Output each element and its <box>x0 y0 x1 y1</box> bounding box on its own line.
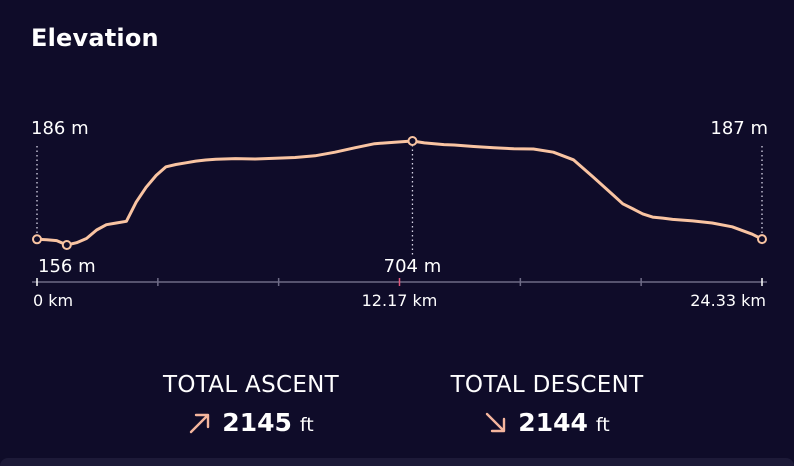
end-marker <box>757 234 767 245</box>
total-descent-value: 2144 <box>518 408 588 437</box>
total-ascent-unit: ft <box>299 414 314 436</box>
total-descent-value-row: 2144 ft <box>407 408 687 437</box>
min-elevation-label: 156 m <box>38 256 96 277</box>
elevation-line <box>35 139 764 247</box>
x-tick-label: 12.17 km <box>362 291 438 310</box>
elevation-series <box>35 139 764 247</box>
max-marker <box>407 136 418 146</box>
total-ascent-value-row: 2145 ft <box>111 408 391 437</box>
elevation-chart: 0 km 12.17 km 24.33 km 186 m 187 m 156 m 704 … <box>31 118 768 310</box>
total-descent-label: TOTAL DESCENT <box>450 372 644 398</box>
bottom-sheet-edge <box>0 458 794 466</box>
point-markers <box>32 136 767 250</box>
total-descent-unit: ft <box>595 414 610 436</box>
total-ascent-value: 2145 <box>222 408 292 437</box>
start-elevation-label: 186 m <box>31 118 89 139</box>
total-descent-stat: TOTAL DESCENT 2144 ft <box>407 372 687 437</box>
min-marker <box>61 240 72 250</box>
x-tick-label: 24.33 km <box>690 291 766 310</box>
page-title: Elevation <box>31 24 159 52</box>
arrow-up-right-icon <box>190 413 210 433</box>
total-ascent-stat: TOTAL ASCENT 2145 ft <box>111 372 391 437</box>
start-marker <box>32 234 42 245</box>
max-elevation-label: 704 m <box>384 256 442 277</box>
total-ascent-label: TOTAL ASCENT <box>162 372 340 398</box>
x-tick-label: 0 km <box>33 291 73 310</box>
guide-lines <box>36 145 763 255</box>
chart-labels: 186 m 187 m 156 m 704 m <box>31 118 768 277</box>
end-elevation-label: 187 m <box>710 118 768 139</box>
x-axis: 0 km 12.17 km 24.33 km <box>32 278 767 310</box>
arrow-down-right-icon <box>486 412 506 432</box>
